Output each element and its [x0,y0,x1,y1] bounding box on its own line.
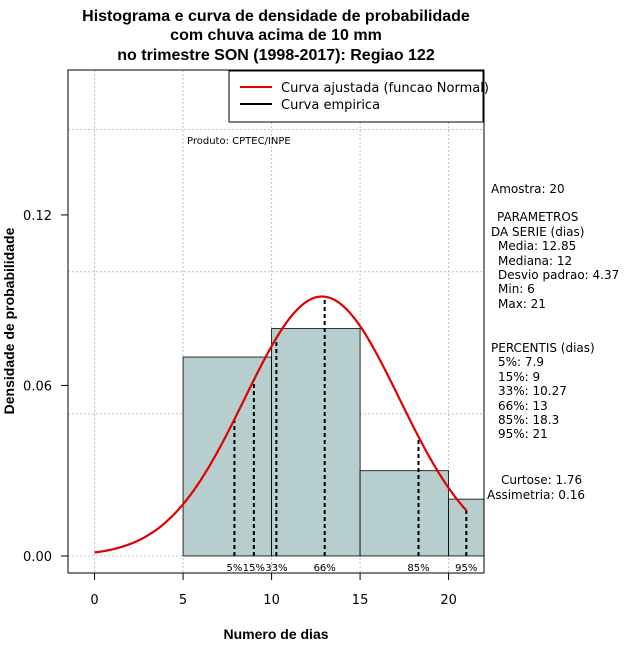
stats-panel: Amostra: 20 PARAMETROS DA SERIE (dias) M… [487,182,619,502]
x-tick-label-0: 0 [90,593,98,608]
stat-desvio: Desvio padrao: 4.37 [498,268,619,282]
percentis-title: PERCENTIS (dias) [491,341,595,355]
chart-title-line-2: com chuva acima de 10 mm [170,27,382,44]
y-tick-label-1: 0.06 [23,379,52,394]
percentile-labels: 5% 15% 33% 66% 85% 95% [226,563,477,574]
legend-item-normal: Curva ajustada (funcao Normal) [281,81,489,96]
percentile-label-0: 5% [226,563,242,574]
stat-p15: 15%: 9 [498,370,540,384]
histogram-bar-1 [271,328,361,557]
y-tick-label-0: 0.00 [23,550,52,565]
y-axis-label: Densidade de probabilidade [1,227,17,414]
percentile-label-5: 95% [455,563,477,574]
stat-media: Media: 12.85 [498,239,576,253]
chart-title-line-3: no trimestre SON (1998-2017): Regiao 122 [117,47,435,64]
legend-item-empirical: Curva empirica [281,98,380,113]
percentile-label-4: 85% [407,563,429,574]
stat-mediana: Mediana: 12 [498,254,572,268]
chart-title-line-1: Histograma e curva de densidade de proba… [82,8,470,25]
stat-curtose: Curtose: 1.76 [501,473,582,487]
stat-min: Min: 6 [498,282,535,296]
legend: Curva ajustada (funcao Normal) Curva emp… [228,70,489,123]
stat-p33: 33%: 10.27 [498,384,567,398]
x-tick-label-2: 10 [263,593,280,608]
stat-assimetria: Assimetria: 0.16 [487,488,585,502]
stat-max: Max: 21 [498,297,546,311]
product-note: Produto: CPTEC/INPE [187,136,291,147]
x-tick-label-4: 20 [440,593,457,608]
sample-size: Amostra: 20 [491,182,565,196]
stat-p95: 95%: 21 [498,427,548,441]
y-tick-label-2: 0.12 [23,209,52,224]
x-tick-label-3: 15 [352,593,369,608]
x-axis-label: Numero de dias [223,626,328,642]
legend-box [228,70,484,123]
stat-p66: 66%: 13 [498,399,548,413]
params-title-1: PARAMETROS [497,210,578,224]
axes: 0 5 10 15 20 0.00 0.06 0.12 [23,209,457,608]
percentile-label-2: 33% [265,563,287,574]
percentile-label-3: 66% [314,563,336,574]
stat-p5: 5%: 7.9 [498,355,544,369]
histogram-bar-0 [182,356,272,557]
percentile-lines [233,296,468,556]
x-tick-label-1: 5 [179,593,187,608]
params-title-2: DA SERIE (dias) [491,225,584,239]
histogram-bar-2 [359,470,449,557]
histogram-bars [182,328,485,557]
stat-p85: 85%: 18.3 [498,413,559,427]
normal-fit-curve [94,295,468,554]
percentile-label-1: 15% [243,563,265,574]
